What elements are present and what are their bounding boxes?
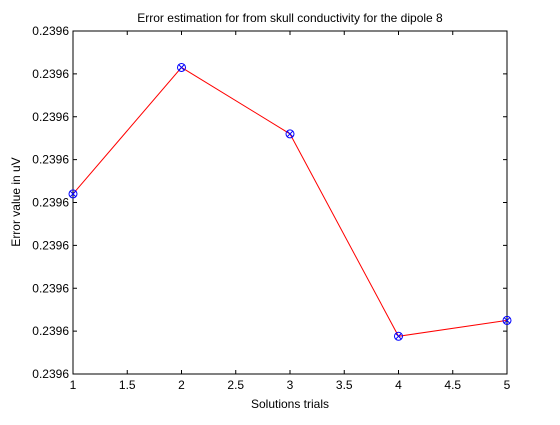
marker-circle [394, 331, 403, 341]
x-tick-label: 4 [395, 378, 402, 392]
y-tick-label: 0.2396 [32, 367, 69, 381]
x-tick-label: 2 [178, 378, 185, 392]
chart-title: Error estimation for from skull conducti… [137, 11, 443, 25]
x-tick-label: 1.5 [119, 378, 136, 392]
marker-cross [286, 130, 294, 138]
y-tick-label: 0.2396 [32, 238, 69, 252]
y-tick-label: 0.2396 [32, 110, 69, 124]
x-tick-label: 2.5 [227, 378, 244, 392]
x-axis-label: Solutions trials [251, 397, 329, 411]
y-axis-label: Error value in uV [9, 157, 23, 246]
y-tick-label: 0.2396 [32, 24, 69, 38]
marker-circle [177, 62, 186, 72]
x-tick-label: 1 [70, 378, 77, 392]
x-tick-label: 4.5 [444, 378, 461, 392]
y-tick-label: 0.2396 [32, 196, 69, 210]
data-point-marker [68, 189, 78, 199]
plot-area-background [73, 31, 507, 374]
x-tick-label: 3 [287, 378, 294, 392]
marker-circle [502, 315, 512, 325]
marker-cross [395, 333, 402, 340]
data-point-marker [394, 331, 403, 341]
marker-cross [503, 317, 511, 324]
x-tick-label: 3.5 [336, 378, 353, 392]
y-tick-label: 0.2396 [32, 153, 69, 167]
series-layer [68, 62, 512, 341]
marker-circle [285, 129, 295, 139]
x-tick-label: 5 [504, 378, 511, 392]
y-tick-label: 0.2396 [32, 67, 69, 81]
data-point-marker [177, 62, 186, 72]
axes-layer: 1 1.5 2 2.5 3 3.5 4 4.5 5 0.2396 0.2396 0.2396 0.239… [32, 24, 510, 392]
marker-circle [68, 189, 78, 199]
marker-cross [69, 190, 77, 198]
data-point-marker [502, 315, 512, 325]
y-tick-label: 0.2396 [32, 324, 69, 338]
data-point-marker [285, 129, 295, 139]
y-tick-label: 0.2396 [32, 281, 69, 295]
marker-cross [178, 64, 185, 71]
